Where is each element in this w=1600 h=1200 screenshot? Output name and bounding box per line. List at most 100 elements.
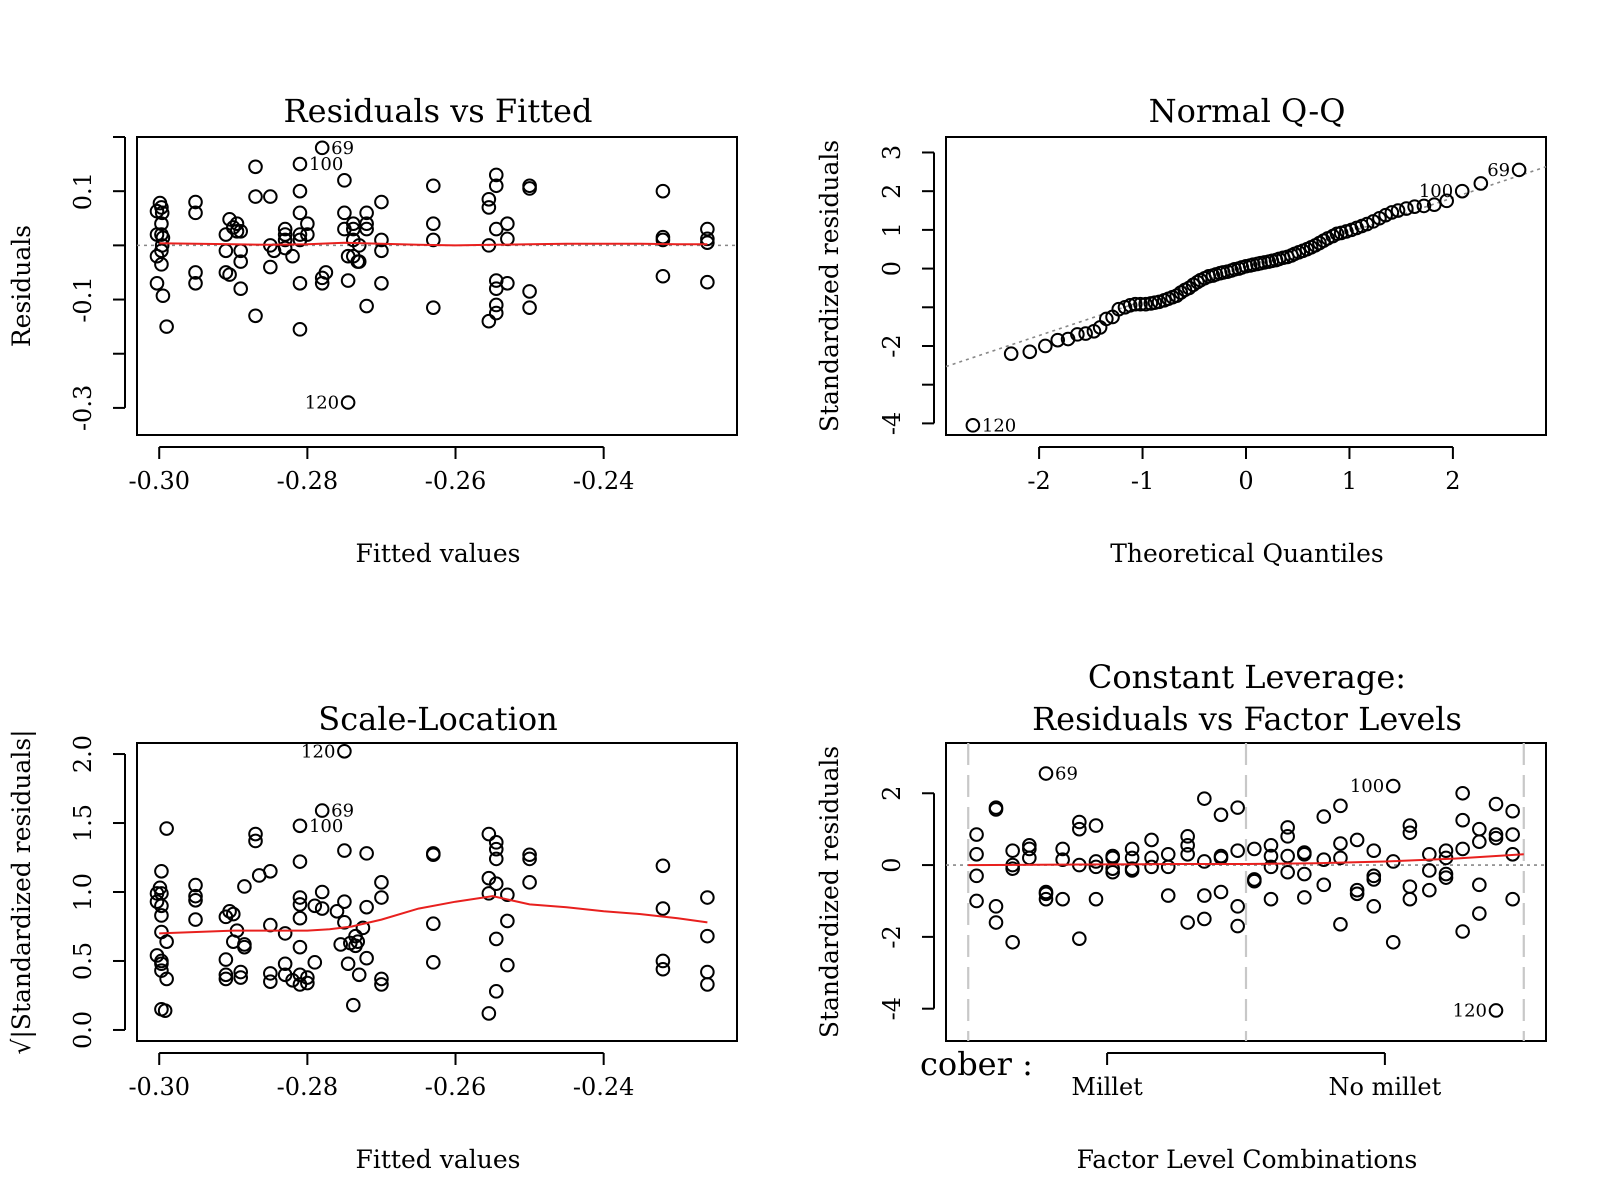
data-point [488, 297, 504, 313]
y-axis-label: Residuals [7, 225, 36, 347]
data-point [425, 178, 441, 194]
data-point [1072, 814, 1087, 830]
data-point [1055, 852, 1070, 867]
data-point [1505, 827, 1520, 842]
data-point [188, 205, 203, 221]
data-point [1384, 205, 1400, 220]
data-point [237, 879, 252, 894]
data-point [329, 904, 345, 919]
data-point [277, 926, 293, 941]
data-point [1316, 852, 1332, 867]
data-point [300, 970, 315, 985]
data-point [1280, 829, 1295, 844]
data-point [337, 205, 352, 221]
data-point [481, 200, 497, 215]
data-point [263, 966, 278, 981]
data-point [1316, 877, 1332, 893]
y-tick-label: 3 [878, 145, 906, 160]
point-label: 69 [331, 801, 354, 822]
data-point [1297, 890, 1312, 905]
data-point [1455, 924, 1470, 939]
data-point [1055, 891, 1070, 907]
data-point [969, 847, 984, 862]
data-point [1180, 838, 1195, 853]
data-point [359, 899, 374, 915]
data-point [969, 868, 984, 884]
data-point [488, 835, 504, 850]
data-point [500, 231, 515, 247]
data-point [488, 167, 504, 183]
data-point [1263, 848, 1279, 864]
data-point [1144, 832, 1159, 848]
point-label: 100 [1350, 776, 1384, 797]
data-point [355, 920, 371, 936]
data-point [1160, 847, 1176, 862]
data-point [1003, 346, 1019, 362]
data-point [314, 803, 330, 818]
data-point [188, 912, 203, 927]
data-point [1247, 841, 1262, 857]
data-point [233, 970, 249, 985]
smoother-line [968, 853, 1524, 867]
data-point [1180, 915, 1195, 930]
data-point [149, 275, 165, 291]
data-point [374, 971, 389, 987]
data-point [154, 257, 169, 272]
data-point [655, 953, 671, 969]
data-point [481, 1006, 497, 1021]
point-label: 69 [1055, 764, 1078, 785]
data-point [263, 917, 278, 933]
x-tick-label: 1 [1342, 467, 1357, 495]
data-point [488, 841, 504, 857]
data-point [1438, 843, 1454, 859]
x-tick-label: -0.30 [128, 467, 190, 495]
data-point [1230, 800, 1245, 815]
data-point [522, 284, 537, 299]
data-point [1511, 162, 1527, 178]
data-point [222, 904, 237, 919]
data-point [1488, 830, 1504, 846]
data-point [314, 140, 330, 156]
data-point [1280, 848, 1295, 864]
data-point [1366, 843, 1382, 859]
x-tick-label: -0.30 [128, 1073, 190, 1101]
data-point [1005, 861, 1020, 876]
data-point [1472, 877, 1487, 893]
data-point [218, 243, 234, 259]
x-axis: -0.30 -0.28 -0.26 -0.24 [128, 446, 634, 495]
data-point [1422, 863, 1437, 878]
data-point [1366, 872, 1382, 887]
data-point [340, 273, 356, 288]
data-point [425, 300, 441, 315]
data-point [1297, 847, 1312, 862]
data-point [188, 888, 203, 904]
data-point [374, 275, 389, 291]
data-point [263, 259, 278, 275]
data-point [1472, 906, 1487, 921]
data-point [1472, 821, 1487, 837]
data-point [655, 961, 671, 977]
data-point [1333, 836, 1348, 851]
data-point [1247, 873, 1262, 889]
data-point [159, 971, 174, 987]
data-point [1005, 934, 1020, 950]
data-point [1197, 791, 1212, 806]
panel-title-line2: Residuals vs Factor Levels [1032, 700, 1462, 738]
data-point [1366, 899, 1382, 914]
data-point [1213, 807, 1229, 823]
data-point [359, 205, 374, 221]
data-point [1088, 891, 1104, 907]
y-tick-label: 0.1 [69, 172, 97, 210]
data-point [425, 216, 441, 231]
data-point [500, 913, 515, 929]
data-point [1038, 891, 1054, 907]
data-point [337, 173, 352, 188]
data-point [149, 894, 165, 909]
data-point [700, 274, 715, 290]
data-point [218, 952, 234, 967]
data-point [248, 159, 263, 175]
y-tick-label: 0 [878, 857, 906, 872]
